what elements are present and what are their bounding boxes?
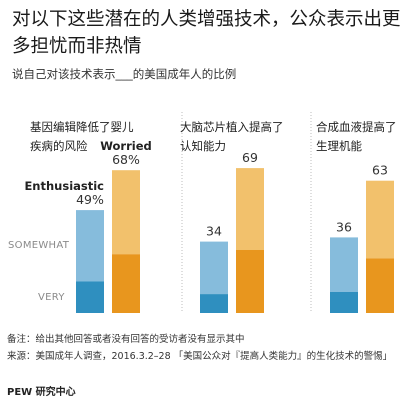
chart-subtitle: 说自己对该技术表示___的美国成年人的比例 xyxy=(12,67,237,81)
chart-title: 对以下这些潜在的人类增强技术，公众表示出更多担忧而非热情 xyxy=(12,9,401,57)
chart-source: 来源：美国成年人调查，2016.3.2–28 「美国公众对『提高人类能力』的生化… xyxy=(7,351,393,362)
worried-value-label: 63 xyxy=(372,163,388,178)
series-label-worried: Worried xyxy=(100,139,152,153)
panel-title-line: 基因编辑降低了婴儿 xyxy=(30,120,134,134)
panel-title-line: 合成血液提高了 xyxy=(316,120,397,134)
series-label-enthusiastic: Enthusiastic xyxy=(24,179,104,193)
worried-somewhat-bar xyxy=(112,170,140,255)
enthusiastic-value-label: 34 xyxy=(206,224,222,239)
enthusiastic-somewhat-bar xyxy=(200,241,228,295)
level-label-somewhat: SOMEWHAT xyxy=(8,240,70,251)
worried-very-bar xyxy=(366,258,394,313)
brand-logo: PEW 研究中心 xyxy=(7,387,76,398)
enthusiastic-very-bar xyxy=(330,292,358,313)
worried-value-label: 69 xyxy=(242,150,258,165)
panel-title-line: 疾病的风险 xyxy=(30,139,88,153)
panel-title-line: 认知能力 xyxy=(180,139,226,153)
enthusiastic-value-label: 36 xyxy=(336,219,352,234)
enthusiastic-somewhat-bar xyxy=(330,237,358,292)
worried-somewhat-bar xyxy=(366,180,394,259)
worried-value-label: 68% xyxy=(112,152,140,167)
panel-title-line: 生理机能 xyxy=(316,139,362,153)
worried-very-bar xyxy=(236,250,264,313)
level-label-very: VERY xyxy=(38,292,65,303)
panel-title-line: 大脑芯片植入提高了 xyxy=(180,120,284,134)
enthusiastic-very-bar xyxy=(76,281,104,313)
enthusiastic-value-label: 49% xyxy=(76,192,104,207)
worried-very-bar xyxy=(112,254,140,313)
enthusiastic-very-bar xyxy=(200,294,228,313)
chart-note: 备注：给出其他回答或者没有回答的受访者没有显示其中 xyxy=(7,334,245,345)
enthusiastic-somewhat-bar xyxy=(76,210,104,282)
worried-somewhat-bar xyxy=(236,168,264,250)
